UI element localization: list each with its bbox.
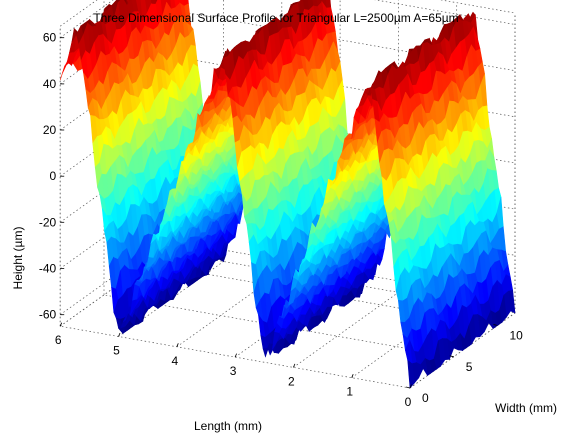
x-tick-label: 5	[113, 344, 120, 358]
x-tick-label: 3	[230, 364, 237, 378]
gridline	[176, 271, 283, 348]
x-tick-label: 1	[346, 385, 353, 399]
y-tick-mark	[449, 355, 454, 358]
x-tick-mark	[351, 374, 354, 378]
x-tick-label: 2	[288, 374, 295, 388]
gridline	[59, 0, 114, 38]
y-tick-mark	[493, 324, 498, 326]
y-tick-label: 10	[510, 329, 524, 343]
surface-layer	[59, 0, 516, 389]
x-tick-mark	[176, 343, 179, 347]
z-tick-label: -20	[39, 215, 57, 229]
z-tick-label: 40	[43, 77, 57, 91]
x-axis-label: Length (mm)	[194, 419, 262, 433]
z-tick-label: 60	[43, 31, 57, 45]
y-tick-label: 5	[466, 360, 473, 374]
x-tick-label: 0	[405, 395, 412, 409]
gridline	[293, 292, 399, 368]
y-axis-label: Width (mm)	[495, 401, 557, 415]
z-axis-label: Height (µm)	[11, 227, 25, 290]
z-tick-label: 0	[50, 169, 57, 183]
box-edge	[439, 0, 516, 14]
surface-patch	[407, 359, 415, 389]
x-tick-label: 4	[171, 354, 178, 368]
x-tick-label: 6	[55, 333, 62, 347]
z-tick-label: -40	[39, 262, 57, 276]
x-tick-mark	[59, 322, 63, 327]
chart-title: Three Dimensional Surface Profile for Tr…	[93, 11, 458, 25]
z-tick-label: 20	[43, 123, 57, 137]
y-tick-label: 0	[422, 391, 429, 405]
x-tick-mark	[293, 363, 296, 368]
x-tick-mark	[234, 353, 237, 358]
x-tick-mark	[409, 384, 412, 389]
z-tick-label: -60	[39, 308, 57, 322]
y-tick-mark	[405, 386, 411, 389]
x-tick-mark	[118, 332, 121, 337]
